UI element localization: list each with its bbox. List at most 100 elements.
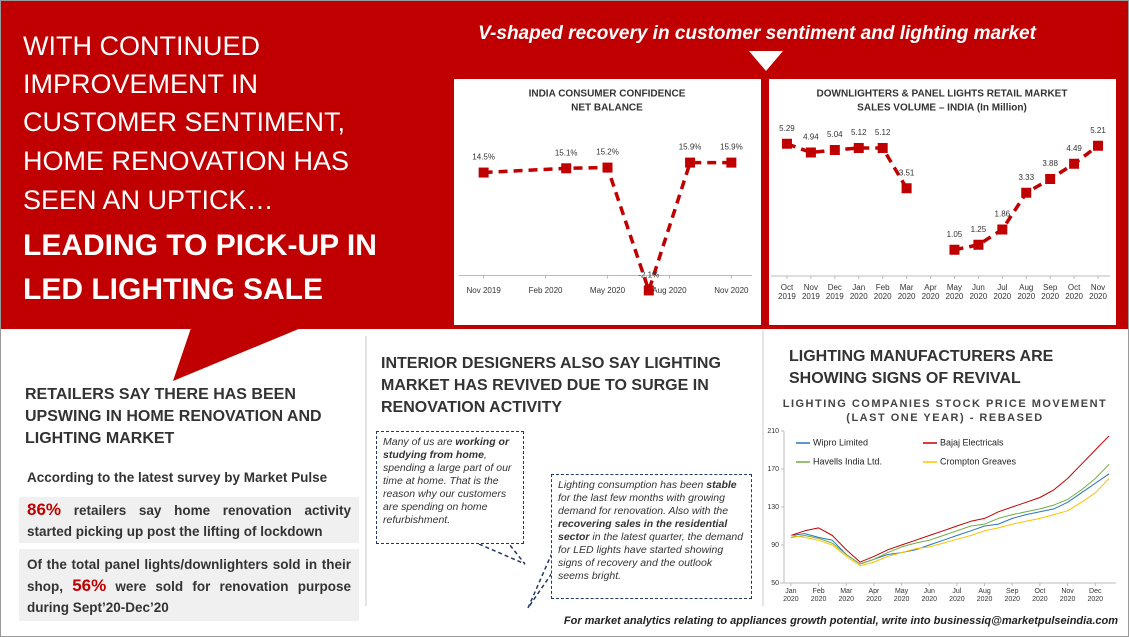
x-tick-label: Jul 2020 xyxy=(949,588,965,603)
marker xyxy=(685,157,696,168)
x-tick-label: Jun 2020 xyxy=(921,588,938,603)
quote-text: in the latest quarter, the demand for LE… xyxy=(558,531,744,582)
marker xyxy=(1069,158,1080,169)
quote-emphasis: stable xyxy=(706,479,737,491)
x-tick-label: Jan 2020 xyxy=(783,588,799,603)
x-tick-label: Nov 2020 xyxy=(1059,588,1076,603)
data-label: 5.21 xyxy=(1090,126,1106,135)
data-label: 4.94 xyxy=(803,133,819,142)
section-heading: LIGHTING MANUFACTURERS ARE SHOWING SIGNS… xyxy=(789,348,1054,387)
data-label: 5.12 xyxy=(851,128,867,137)
data-label: 1.05 xyxy=(947,230,963,239)
marker xyxy=(973,239,984,250)
x-tick-label: Oct 2020 xyxy=(1065,283,1083,301)
marker xyxy=(1093,140,1104,151)
data-label: 3.33 xyxy=(1018,173,1034,182)
lead-bold-line: LED LIGHTING SALE xyxy=(23,273,323,306)
x-tick-label: Sep 2020 xyxy=(1004,588,1021,603)
stat-box: Of the total panel lights/downlighters s… xyxy=(19,549,359,621)
x-tick-label: May 2020 xyxy=(590,286,626,295)
chart-title: SALES VOLUME – INDIA (In Million) xyxy=(857,103,1027,114)
x-tick-label: Nov 2020 xyxy=(714,286,749,295)
x-tick-label: Oct 2020 xyxy=(1032,588,1048,603)
lead-line: WITH CONTINUED xyxy=(23,31,260,61)
data-label: 5.04 xyxy=(827,130,843,139)
pointer xyxy=(749,51,783,71)
lead-bold-line: LEADING TO PICK-UP IN xyxy=(23,229,377,262)
footer: For market analytics relating to applian… xyxy=(563,615,1118,627)
y-tick-label: 210 xyxy=(767,428,779,435)
data-label: 4.49 xyxy=(1066,144,1082,153)
data-label: -2.1% xyxy=(638,271,659,280)
marker xyxy=(805,147,816,158)
x-tick-label: Aug 2020 xyxy=(1017,283,1036,301)
x-tick-label: Dec 2020 xyxy=(1087,588,1104,603)
data-label: 1.25 xyxy=(971,225,987,234)
series-line xyxy=(790,478,1110,567)
data-label: 1.86 xyxy=(995,210,1011,219)
chart-title: DOWNLIGHTERS & PANEL LIGHTS RETAIL MARKE… xyxy=(817,89,1068,100)
marker xyxy=(877,143,888,153)
x-tick-label: Apr 2020 xyxy=(866,588,882,603)
series-line xyxy=(790,463,1110,565)
chart-title: (LAST ONE YEAR) - REBASED xyxy=(846,412,1043,424)
chart-title: NET BALANCE xyxy=(571,103,643,114)
x-tick-label: May 2020 xyxy=(893,588,910,603)
source-note: Source: CEIC Data xyxy=(464,314,524,321)
quote-text: Many of us are xyxy=(383,436,456,448)
marker xyxy=(561,163,572,174)
headline: V-shaped recovery in customer sentiment … xyxy=(478,23,1036,44)
source-note: Source: Market Pulse Retail Performance … xyxy=(893,314,1111,321)
data-label: 15.2% xyxy=(596,148,619,157)
x-tick-label: Jun 2020 xyxy=(969,283,988,301)
marker xyxy=(853,143,864,153)
data-label: 5.29 xyxy=(779,124,795,133)
x-tick-label: Oct 2019 xyxy=(778,283,796,301)
x-tick-label: Nov 2020 xyxy=(1089,283,1107,301)
marker xyxy=(829,145,840,155)
marker xyxy=(949,244,960,255)
quote-tail xyxy=(527,552,553,609)
y-tick-label: 130 xyxy=(767,504,779,511)
survey-intro: According to the latest survey by Market… xyxy=(27,470,328,485)
marker xyxy=(478,167,489,178)
marker xyxy=(726,157,737,168)
x-tick-label: May 2020 xyxy=(945,283,964,301)
y-tick-label: 90 xyxy=(771,542,779,549)
x-tick-label: Feb 2020 xyxy=(873,283,892,301)
x-tick-label: Sep 2020 xyxy=(1041,283,1060,301)
data-label: 3.88 xyxy=(1042,159,1058,168)
x-tick-label: Feb 2020 xyxy=(810,588,827,603)
speech-tail xyxy=(173,328,301,381)
marker xyxy=(997,224,1008,235)
x-tick-label: Mar 2020 xyxy=(897,283,916,301)
quote-box: Lighting consumption has been stable for… xyxy=(551,474,752,599)
data-label: 15.9% xyxy=(679,143,702,152)
legend-label: Bajaj Electricals xyxy=(940,437,1004,447)
lead-line: SEEN AN UPTICK… xyxy=(23,185,274,215)
lead-line: HOME RENOVATION HAS xyxy=(23,146,350,176)
x-tick-label: Nov 2019 xyxy=(467,286,502,295)
x-tick-label: Apr 2020 xyxy=(921,283,940,301)
quote-text: Lighting consumption has been xyxy=(558,479,707,491)
stat-value: 56% xyxy=(72,576,107,595)
lead-line: IMPROVEMENT IN xyxy=(23,69,259,99)
data-label: 3.51 xyxy=(899,168,915,177)
x-tick-label: Jan 2020 xyxy=(849,283,868,301)
quote-emphasis: recovering sales in the residential sect… xyxy=(558,518,728,543)
section-heading: RETAILERS SAY THERE HAS BEEN UPSWING IN … xyxy=(25,386,322,447)
marker xyxy=(602,162,613,173)
lead-line: CUSTOMER SENTIMENT, xyxy=(23,107,346,137)
legend-label: Wipro Limited xyxy=(813,437,868,447)
quote-tail xyxy=(478,543,526,565)
y-tick-label: 170 xyxy=(767,466,779,473)
x-tick-label: Aug 2020 xyxy=(652,286,687,295)
quote-text: for the last few months with growing dem… xyxy=(558,492,729,517)
chart-title: LIGHTING COMPANIES STOCK PRICE MOVEMENT xyxy=(783,398,1108,410)
marker xyxy=(643,285,654,296)
data-label: 15.1% xyxy=(555,148,578,157)
chart-panel xyxy=(769,79,1116,325)
stat-text: Of the total panel lights/downlighters s… xyxy=(27,557,351,594)
